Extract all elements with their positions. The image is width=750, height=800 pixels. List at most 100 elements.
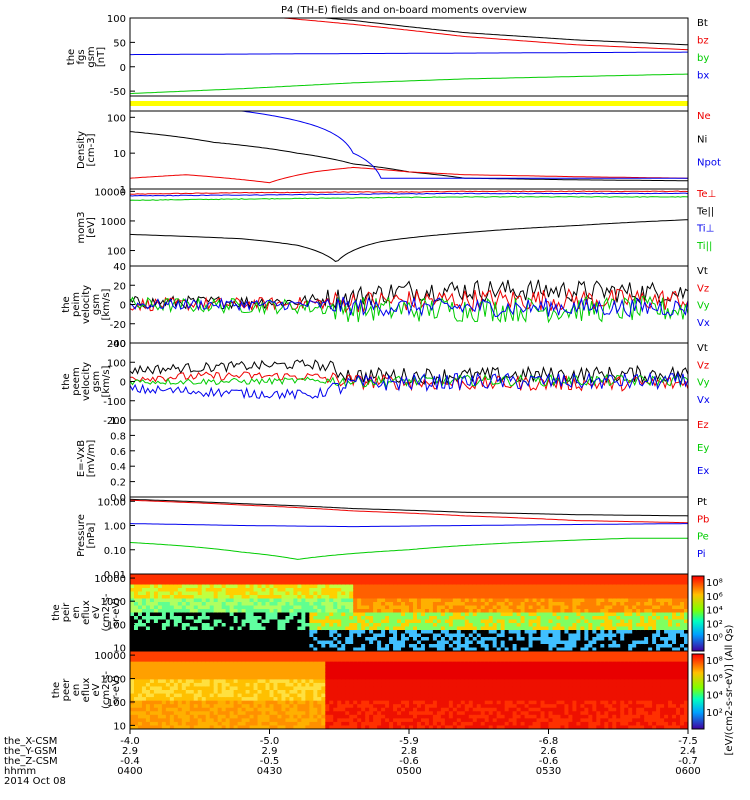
heatmap-cell	[345, 640, 350, 645]
heatmap-cell	[217, 707, 223, 712]
heatmap-cell	[436, 658, 442, 663]
heatmap-cell	[393, 704, 398, 709]
heatmap-cell	[149, 609, 155, 614]
heatmap-cell	[452, 644, 458, 649]
heatmap-cell	[241, 619, 247, 624]
heatmap-cell	[448, 640, 454, 645]
heatmap-cell	[189, 690, 195, 695]
heatmap-cell	[377, 700, 382, 705]
heatmap-cell	[261, 679, 267, 684]
heatmap-cell	[353, 619, 358, 624]
heatmap-cell	[193, 588, 199, 593]
heatmap-cell	[512, 647, 518, 651]
heatmap-cell	[313, 707, 318, 712]
heatmap-cell	[325, 725, 330, 729]
heatmap-cell	[193, 651, 199, 656]
heatmap-cell	[301, 619, 306, 624]
heatmap-cell	[648, 616, 653, 621]
heatmap-cell	[652, 633, 657, 638]
heatmap-cell	[177, 651, 183, 656]
heatmap-cell	[616, 577, 621, 582]
heatmap-cell	[133, 721, 139, 727]
heatmap-cell	[652, 581, 657, 586]
heatmap-cell	[381, 686, 386, 691]
heatmap-cell	[257, 704, 263, 709]
heatmap-cell	[424, 619, 430, 624]
heatmap-cell	[245, 574, 251, 579]
heatmap-cell	[289, 668, 295, 673]
heatmap-cell	[576, 605, 581, 610]
heatmap-cell	[133, 598, 139, 603]
heatmap-cell	[389, 633, 394, 638]
heatmap-cell	[177, 633, 183, 638]
heatmap-cell	[480, 584, 486, 589]
plot-title: P4 (TH-E) fields and on-board moments ov…	[281, 5, 527, 16]
heatmap-cell	[532, 640, 538, 645]
heatmap-cell	[341, 623, 346, 628]
heatmap-cell	[409, 711, 414, 716]
heatmap-cell	[508, 616, 514, 621]
heatmap-cell	[500, 633, 506, 638]
heatmap-cell	[225, 602, 231, 607]
heatmap-cell	[233, 679, 239, 684]
heatmap-cell	[181, 721, 187, 727]
heatmap-cell	[141, 640, 147, 645]
heatmap-cell	[357, 633, 362, 638]
heatmap-cell	[416, 612, 422, 617]
heatmap-cell	[636, 630, 641, 635]
heatmap-cell	[169, 721, 175, 727]
heatmap-cell	[249, 665, 255, 670]
heatmap-cell	[289, 633, 295, 638]
heatmap-cell	[153, 609, 159, 614]
heatmap-cell	[205, 668, 211, 673]
heatmap-cell	[385, 679, 390, 684]
heatmap-cell	[480, 647, 486, 651]
heatmap-cell	[130, 602, 135, 607]
heatmap-cell	[620, 647, 625, 651]
heatmap-cell	[420, 605, 426, 610]
heatmap-cell	[133, 584, 139, 589]
heatmap-cell	[644, 577, 649, 582]
heatmap-cell	[297, 693, 302, 698]
heatmap-cell	[321, 612, 326, 617]
heatmap-cell	[173, 714, 179, 719]
heatmap-cell	[409, 675, 414, 680]
heatmap-cell	[345, 704, 350, 709]
heatmap-cell	[564, 616, 570, 621]
heatmap-cell	[309, 721, 314, 727]
heatmap-cell	[301, 725, 306, 729]
heatmap-cell	[608, 630, 613, 635]
heatmap-cell	[420, 665, 426, 670]
heatmap-cell	[552, 577, 558, 582]
heatmap-cell	[636, 637, 641, 642]
heatmap-cell	[309, 690, 314, 695]
heatmap-cell	[389, 602, 394, 607]
heatmap-cell	[285, 718, 291, 723]
heatmap-cell	[405, 721, 410, 727]
heatmap-cell	[321, 661, 326, 666]
heatmap-cell	[209, 581, 215, 586]
heatmap-cell	[181, 577, 187, 582]
heatmap-cell	[500, 616, 506, 621]
heatmap-cell	[249, 690, 255, 695]
heatmap-cell	[297, 591, 302, 596]
heatmap-cell	[177, 714, 183, 719]
heatmap-cell	[397, 626, 402, 631]
heatmap-cell	[165, 697, 171, 702]
heatmap-cell	[133, 630, 139, 635]
ytick-label: 0.6	[110, 447, 126, 458]
heatmap-cell	[452, 626, 458, 631]
heatmap-cell	[365, 602, 370, 607]
heatmap-cell	[432, 588, 438, 593]
heatmap-cell	[377, 637, 382, 642]
heatmap-cell	[632, 623, 637, 628]
heatmap-cell	[305, 690, 310, 695]
heatmap-cell	[600, 574, 605, 579]
heatmap-cell	[385, 588, 390, 593]
heatmap-cell	[341, 693, 346, 698]
heatmap-cell	[325, 672, 330, 677]
heatmap-cell	[329, 700, 334, 705]
heatmap-cell	[345, 668, 350, 673]
heatmap-cell	[229, 609, 235, 614]
heatmap-cell	[189, 725, 195, 729]
